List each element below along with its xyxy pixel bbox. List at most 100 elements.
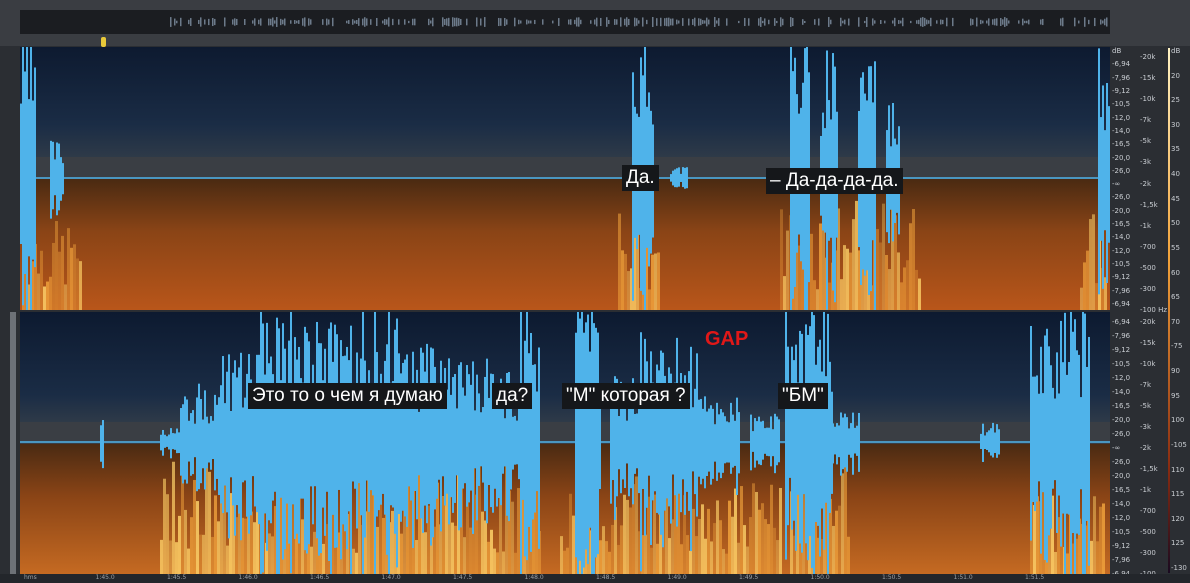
waveform-sample: [390, 382, 392, 506]
waveform-sample: [686, 167, 688, 189]
waveform-sample: [448, 358, 450, 525]
waveform-sample: [612, 406, 614, 481]
waveform-sample: [420, 347, 422, 519]
waveform-sample: [380, 373, 382, 505]
spectrogram-channel-bottom[interactable]: [20, 312, 1110, 574]
energy-column: [1093, 496, 1096, 574]
energy-column: [445, 461, 448, 574]
overview-sample: [672, 18, 674, 26]
energy-column: [280, 491, 283, 574]
channel-handle[interactable]: [10, 312, 16, 574]
energy-column: [496, 552, 499, 574]
waveform-sample: [672, 170, 674, 186]
overview-waveform[interactable]: [20, 10, 1110, 34]
waveform-sample: [224, 403, 226, 486]
subtitle-caption: "БМ": [778, 383, 828, 409]
energy-column: [34, 243, 37, 310]
waveform-sample: [422, 352, 424, 533]
waveform-sample: [817, 346, 819, 526]
energy-column: [1083, 262, 1086, 310]
waveform-sample: [214, 394, 216, 491]
energy-column: [1078, 518, 1081, 574]
overview-sample: [626, 17, 628, 27]
overview-sample: [828, 17, 830, 27]
waveform-sample: [446, 389, 448, 494]
waveform-sample: [402, 362, 404, 511]
energy-column: [382, 517, 385, 574]
waveform-sample: [728, 422, 730, 463]
energy-column: [761, 503, 764, 574]
energy-column: [572, 515, 575, 574]
playhead-marker[interactable]: [101, 37, 106, 47]
overview-sample: [726, 18, 728, 26]
ruler-tick-label: -12,0: [1112, 246, 1131, 255]
waveform-sample: [20, 103, 22, 245]
waveform-sample: [852, 412, 854, 475]
ruler-tick-label: -7,96: [1112, 556, 1131, 564]
waveform-sample: [770, 416, 772, 467]
waveform-sample: [190, 413, 192, 476]
energy-column: [620, 525, 623, 574]
overview-sample: [304, 17, 306, 27]
waveform-sample: [622, 400, 624, 480]
energy-column: [313, 531, 316, 574]
waveform-sample: [326, 394, 328, 492]
overview-bar[interactable]: [0, 0, 1190, 47]
waveform-sample: [354, 402, 356, 489]
energy-column: [490, 529, 493, 574]
energy-column: [331, 503, 334, 574]
waveform-sample: [500, 378, 502, 506]
overview-sample: [332, 17, 334, 27]
overview-sample: [414, 18, 416, 26]
energy-column: [630, 268, 633, 310]
waveform-sample: [348, 360, 350, 512]
waveform-sample: [726, 421, 728, 463]
energy-column: [704, 538, 707, 574]
time-ruler[interactable]: hms 1:45.0 1:45.5 1:46.0 1:46.5 1:47.0 1:47.5 1…: [0, 574, 1190, 583]
waveform-sample: [34, 67, 36, 268]
overview-sample: [270, 18, 272, 26]
energy-column: [427, 505, 430, 574]
waveform-sample: [1076, 350, 1078, 534]
waveform-sample: [1060, 320, 1062, 547]
overview-sample: [698, 18, 700, 26]
overview-sample: [792, 17, 794, 27]
ruler-tick-label: -∞: [1112, 444, 1121, 452]
frequency-ruler-bottom: -20k -15k -10k -7k -5k -3k -2k -1,5k -1k -700 -500…: [1138, 312, 1168, 578]
waveform-sample: [246, 373, 248, 517]
ruler-tick-label: -300: [1140, 284, 1156, 293]
waveform-sample: [778, 419, 780, 463]
overview-sample: [234, 18, 236, 26]
overview-sample: [542, 19, 544, 25]
waveform-sample: [1084, 313, 1086, 574]
waveform-sample: [184, 396, 186, 480]
overview-sample: [864, 20, 866, 24]
energy-column: [844, 466, 847, 574]
energy-column: [858, 250, 861, 310]
waveform-sample: [858, 412, 860, 472]
ruler-tick-label: -10,5: [1112, 360, 1131, 368]
overview-sample: [1094, 17, 1096, 27]
overview-sample: [716, 20, 718, 24]
overview-sample: [404, 19, 406, 25]
energy-column: [499, 495, 502, 574]
energy-column: [1102, 503, 1105, 574]
spectrogram-channel-top[interactable]: [20, 47, 1110, 310]
energy-column: [487, 541, 490, 574]
ruler-tick-label: 65: [1171, 293, 1180, 302]
time-tick-label: 1:45.5: [167, 574, 187, 581]
energy-column: [229, 493, 232, 574]
energy-column: [614, 507, 617, 574]
waveform-sample: [1058, 393, 1060, 496]
overview-sample: [930, 17, 932, 27]
energy-column: [1089, 219, 1092, 310]
ruler-tick-label: -9,12: [1112, 273, 1131, 282]
energy-column: [716, 500, 719, 574]
overview-sample: [988, 18, 990, 26]
energy-column: [639, 288, 642, 310]
energy-column: [238, 502, 241, 574]
waveform-sample: [670, 373, 672, 524]
overview-sample: [498, 17, 500, 27]
waveform-sample: [28, 99, 30, 257]
energy-column: [912, 208, 915, 310]
